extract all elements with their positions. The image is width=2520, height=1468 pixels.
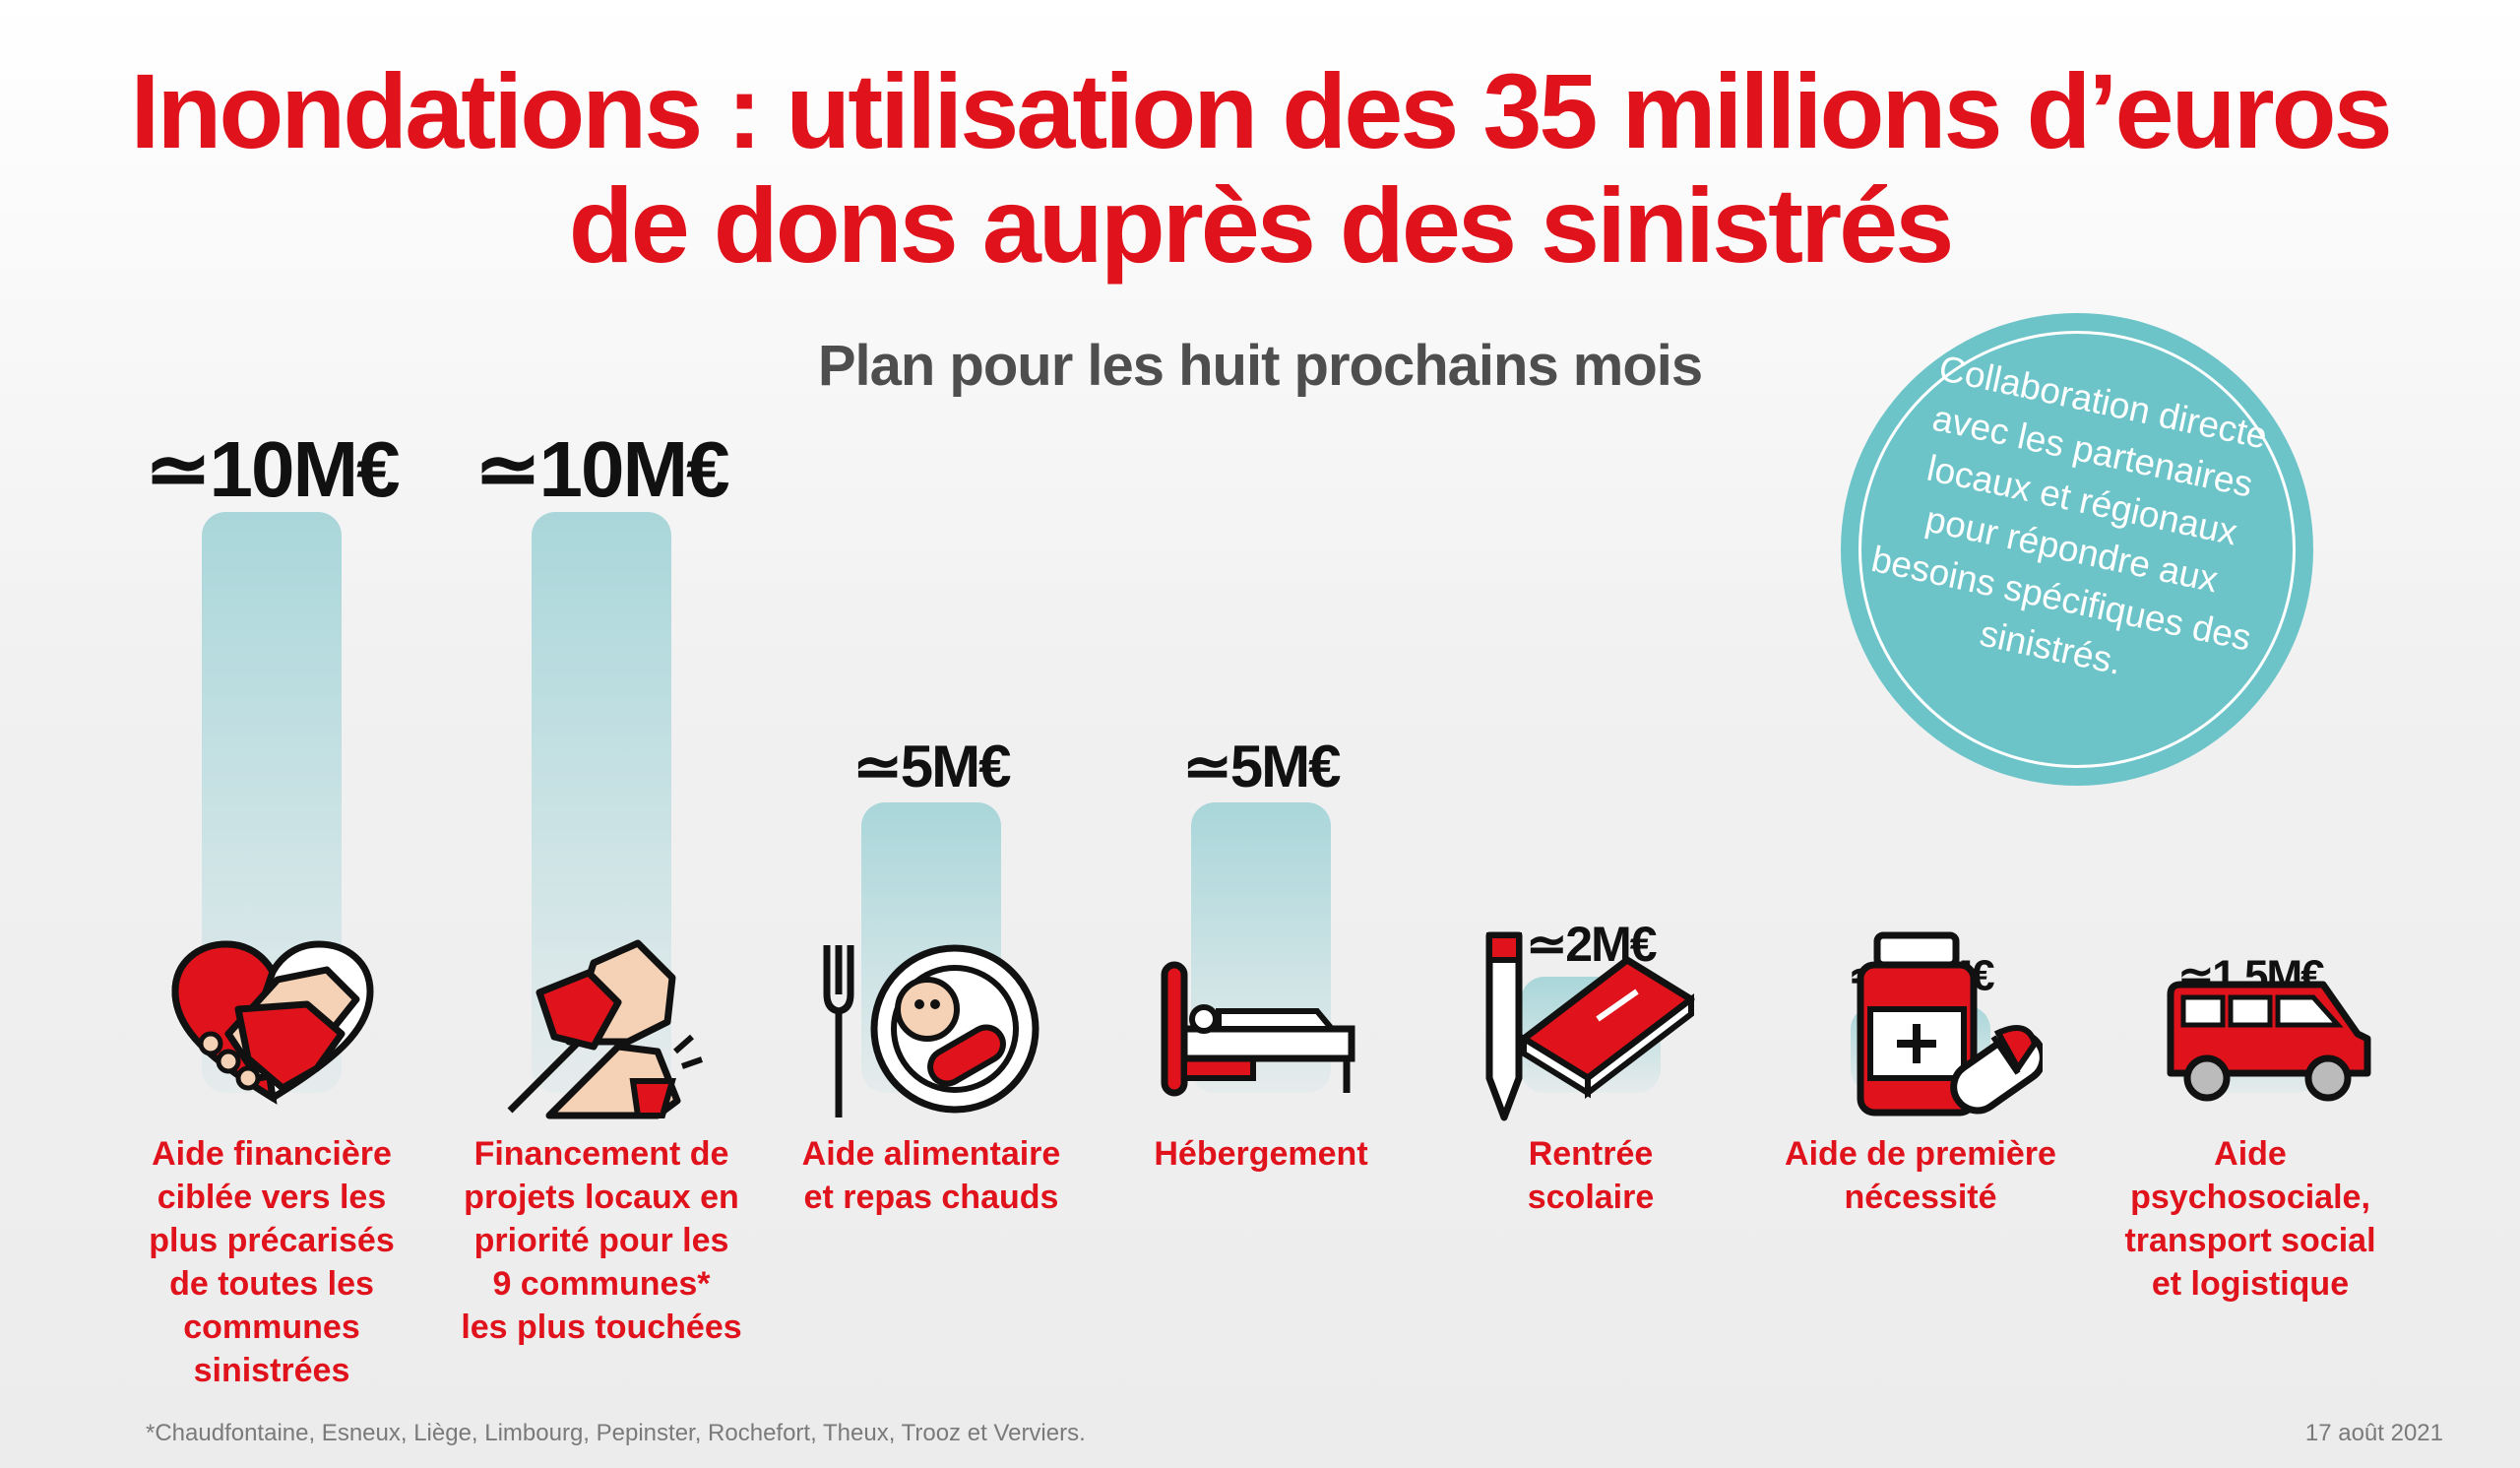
category-label-line: et repas chauds (803, 1179, 1059, 1216)
category-label-line: Aide financière (152, 1135, 392, 1173)
category-label-line: Aide de première (1785, 1135, 2056, 1173)
title-line-1: Inondations : utilisation des 35 million… (130, 51, 2392, 170)
subtitle: Plan pour les huit prochains mois (817, 334, 1703, 398)
category-label-line: et logistique (2151, 1265, 2350, 1303)
handshake-heart-icon (171, 940, 374, 1105)
category-label-line: Aide alimentaire (801, 1135, 1061, 1173)
date: 17 août 2021 (2304, 1420, 2443, 1446)
collaboration-badge: Collaboration directe avec les partenair… (1841, 313, 2313, 786)
badge-ring (1858, 331, 2296, 768)
clasped-hands-icon (507, 939, 703, 1119)
bed-icon (1161, 961, 1355, 1097)
category-label-line: Rentrée (1528, 1135, 1654, 1173)
category-label-line: psychosociale, (2130, 1179, 2370, 1216)
category-label-line: sinistrées (193, 1352, 350, 1389)
category-label-line: nécessité (1844, 1179, 1997, 1216)
category-label-line: scolaire (1527, 1179, 1655, 1216)
value-label-3: ≃5M€ (853, 734, 1012, 799)
category-label-line: de toutes les (169, 1265, 374, 1303)
category-label-line: projets locaux en (464, 1179, 739, 1216)
title-line-2: de dons auprès des sinistrés (568, 165, 1955, 285)
category-label-5: Rentrée scolaire (1443, 1132, 1738, 1219)
category-label-4: Hébergement (1113, 1132, 1409, 1176)
plate-fork-icon (823, 944, 1040, 1117)
category-label-6: Aide de première nécessité (1773, 1132, 2068, 1219)
value-label-2: ≃10M€ (474, 425, 729, 513)
value-label-1: ≃10M€ (145, 425, 400, 513)
category-label-1: Aide financière ciblée vers les plus préca… (124, 1132, 419, 1392)
category-label-line: priorité pour les (473, 1222, 729, 1259)
category-label-line: communes (183, 1308, 360, 1346)
van-icon (2167, 981, 2371, 1102)
category-label-line: ciblée vers les (157, 1179, 387, 1216)
category-label-line: plus précarisés (149, 1222, 395, 1259)
category-label-3: Aide alimentaire et repas chauds (784, 1132, 1079, 1219)
category-label-line: Financement de (473, 1135, 729, 1173)
category-label-2: Financement de projets locaux en priorité … (454, 1132, 749, 1349)
medicine-bottle-icon (1857, 931, 2043, 1117)
category-label-line: 9 communes* (492, 1265, 711, 1303)
category-label-line: les plus touchées (461, 1308, 742, 1346)
pencil-book-icon (1485, 931, 1695, 1121)
page-title: Inondations : utilisation des 35 million… (0, 54, 2520, 283)
category-label-line: transport social (2124, 1222, 2376, 1259)
category-label-line: Hébergement (1154, 1135, 1368, 1173)
category-label-line: Aide (2214, 1135, 2287, 1173)
footnote: *Chaudfontaine, Esneux, Liège, Limbourg,… (146, 1420, 1086, 1446)
category-label-7: Aide psychosociale, transport social et log… (2103, 1132, 2398, 1306)
value-label-4: ≃5M€ (1183, 734, 1342, 799)
